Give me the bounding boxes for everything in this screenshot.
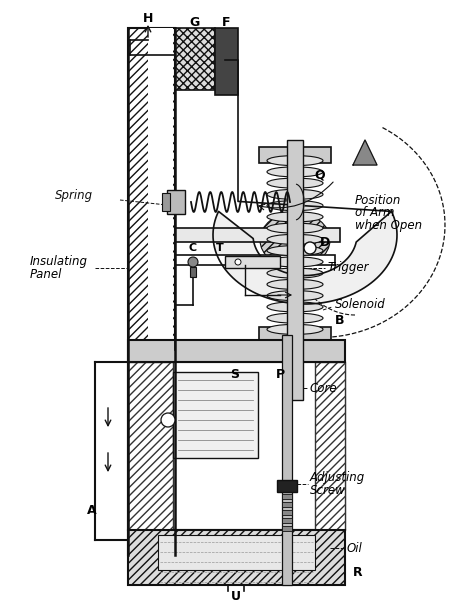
- Text: H: H: [143, 11, 153, 25]
- Bar: [128, 362, 345, 530]
- Bar: [173, 372, 258, 458]
- Bar: [277, 480, 297, 492]
- Ellipse shape: [267, 235, 323, 244]
- Ellipse shape: [260, 212, 330, 268]
- Ellipse shape: [267, 313, 323, 323]
- Text: Screw: Screw: [310, 485, 346, 497]
- Ellipse shape: [267, 200, 323, 211]
- Ellipse shape: [267, 302, 323, 312]
- Bar: [175, 255, 335, 265]
- Bar: [128, 28, 175, 555]
- Circle shape: [161, 413, 175, 427]
- Ellipse shape: [267, 190, 323, 199]
- Text: F: F: [222, 16, 230, 28]
- Ellipse shape: [267, 325, 323, 334]
- Bar: [282, 494, 292, 499]
- Polygon shape: [353, 140, 377, 165]
- Ellipse shape: [267, 167, 323, 177]
- Ellipse shape: [267, 245, 323, 256]
- Ellipse shape: [267, 155, 323, 166]
- Text: Solenoid: Solenoid: [335, 298, 386, 311]
- Ellipse shape: [267, 178, 323, 188]
- Bar: [282, 518, 292, 523]
- Text: G: G: [190, 16, 200, 28]
- Bar: [259, 327, 331, 343]
- Circle shape: [235, 259, 241, 265]
- Bar: [128, 530, 345, 585]
- Bar: [175, 28, 215, 90]
- Bar: [167, 190, 185, 214]
- Text: A: A: [87, 503, 97, 517]
- Bar: [128, 340, 345, 362]
- Text: R: R: [353, 566, 363, 580]
- Bar: [215, 28, 238, 95]
- Bar: [315, 362, 345, 530]
- Bar: [282, 526, 292, 531]
- Text: B: B: [335, 313, 344, 326]
- Ellipse shape: [267, 268, 323, 278]
- Bar: [162, 193, 170, 211]
- Bar: [225, 256, 280, 268]
- Text: P: P: [275, 368, 285, 382]
- Text: S: S: [231, 368, 239, 382]
- Ellipse shape: [267, 223, 323, 233]
- Text: Trigger: Trigger: [328, 262, 369, 275]
- Ellipse shape: [267, 280, 323, 289]
- Text: U: U: [231, 590, 241, 600]
- Text: Adjusting: Adjusting: [310, 472, 365, 485]
- Bar: [175, 228, 340, 242]
- Bar: [190, 267, 196, 277]
- Text: Panel: Panel: [30, 269, 63, 281]
- Text: Q: Q: [315, 169, 325, 181]
- Circle shape: [188, 257, 198, 267]
- Text: when Open: when Open: [355, 220, 422, 232]
- Polygon shape: [213, 211, 397, 304]
- Bar: [148, 28, 173, 555]
- Text: Spring: Spring: [55, 188, 93, 202]
- Text: C: C: [189, 243, 197, 253]
- Text: Position: Position: [355, 193, 401, 206]
- Bar: [128, 362, 173, 530]
- Text: Insulating: Insulating: [30, 256, 88, 269]
- Polygon shape: [295, 184, 304, 220]
- Ellipse shape: [267, 212, 323, 222]
- Text: of Arm: of Arm: [355, 206, 394, 220]
- Circle shape: [304, 242, 316, 254]
- Text: Oil: Oil: [347, 541, 363, 554]
- Ellipse shape: [267, 290, 323, 301]
- Text: Core: Core: [310, 382, 338, 395]
- Bar: [282, 502, 292, 507]
- Text: T: T: [216, 243, 224, 253]
- Bar: [287, 140, 303, 400]
- Ellipse shape: [267, 257, 323, 267]
- Bar: [158, 535, 315, 570]
- Bar: [259, 147, 331, 163]
- Text: D: D: [320, 236, 330, 250]
- Bar: [282, 510, 292, 515]
- Bar: [282, 335, 292, 585]
